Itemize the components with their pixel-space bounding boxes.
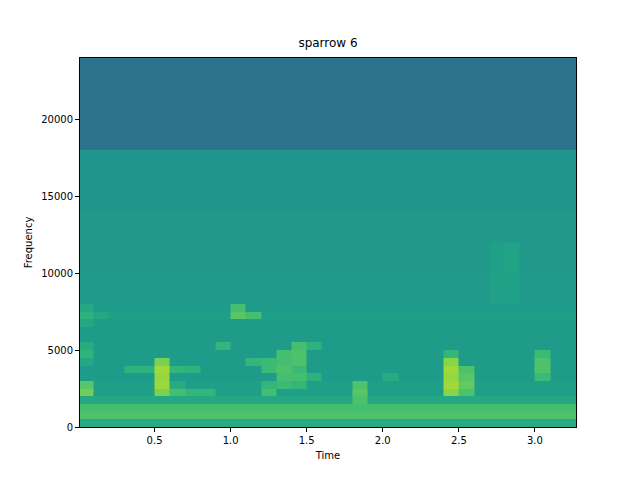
svg-text:15000: 15000 [41,191,73,202]
svg-text:1.5: 1.5 [299,435,315,446]
svg-text:3.0: 3.0 [527,435,543,446]
svg-text:1.0: 1.0 [223,435,239,446]
svg-text:2.0: 2.0 [375,435,391,446]
svg-text:0: 0 [67,422,73,433]
svg-text:Frequency: Frequency [23,217,34,269]
svg-text:2.5: 2.5 [451,435,467,446]
svg-text:Time: Time [315,450,340,461]
svg-text:20000: 20000 [41,114,73,125]
svg-text:5000: 5000 [48,345,73,356]
svg-text:10000: 10000 [41,268,73,279]
svg-text:0.5: 0.5 [147,435,163,446]
svg-text:sparrow 6: sparrow 6 [298,36,357,50]
